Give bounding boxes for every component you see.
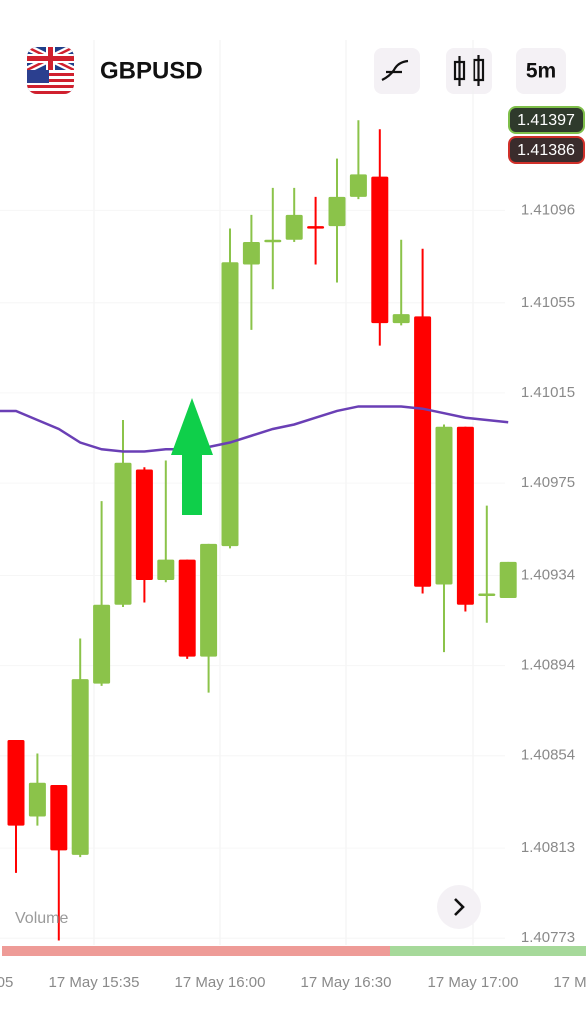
y-tick-label: 1.40975 (521, 474, 575, 491)
x-tick-label: 17 May 17:00 (428, 974, 519, 991)
price-tag (508, 106, 585, 134)
up-arrow (171, 398, 213, 515)
candle-body (414, 316, 432, 587)
candle-body (285, 214, 303, 240)
volume-label: Volume (15, 910, 68, 927)
y-tick-label: 1.40813 (521, 839, 575, 856)
scroll-button[interactable] (437, 885, 481, 929)
candle-body (50, 785, 68, 851)
candle-body (371, 176, 389, 324)
candle-body (221, 262, 239, 547)
candle-body (349, 174, 367, 197)
y-tick-label: 1.41096 (521, 201, 575, 218)
y-tick-label: 1.41015 (521, 384, 575, 401)
plot-area: 05 17 May 15:35 17 May 16:00 17 May 16:30 17… (0, 40, 586, 991)
y-tick-label: 1.40894 (521, 657, 575, 674)
sell-bar (2, 946, 390, 956)
indicator-button[interactable] (374, 48, 420, 94)
candle-body (93, 604, 111, 684)
price-tag-label: 1.41386 (517, 142, 575, 159)
candle-body (114, 462, 132, 605)
candle-body (28, 782, 46, 817)
candle-body (456, 426, 474, 605)
x-tick-label: 17 M (553, 974, 586, 991)
candle-body (71, 679, 89, 855)
symbol: GBPUSD (100, 57, 203, 84)
candle-body (392, 314, 410, 324)
candle-body (178, 559, 196, 657)
candle-body (157, 559, 175, 580)
candle-body (135, 469, 153, 580)
price-tag (508, 136, 585, 164)
candle-body (200, 543, 218, 657)
candle-body (328, 196, 346, 227)
moving-average (0, 405, 509, 453)
candle-body (7, 739, 25, 826)
y-tick-label: 1.40854 (521, 747, 575, 764)
timeframe-button[interactable]: 5m (516, 48, 566, 94)
candle-body (435, 426, 453, 585)
y-tick-label: 1.41055 (521, 294, 575, 311)
candle-body (478, 593, 496, 596)
y-tick-label: 1.40773 (521, 929, 575, 946)
chart-type-button[interactable] (446, 48, 492, 94)
timeframe[interactable]: 5m (526, 60, 556, 83)
flag (27, 47, 74, 94)
buy-bar (390, 946, 586, 956)
y-tick-label: 1.40934 (521, 566, 575, 583)
candle-body (242, 241, 260, 265)
price-tag-label: 1.41397 (517, 112, 575, 129)
x-tick-label: 17 May 16:00 (175, 974, 266, 991)
candle-body (499, 561, 517, 598)
candle-body (264, 239, 282, 243)
x-tick-label: 17 May 16:30 (301, 974, 392, 991)
candle-body (307, 226, 325, 229)
x-tick-label: 17 May 15:35 (49, 974, 140, 991)
x-tick-label: 05 (0, 974, 13, 991)
